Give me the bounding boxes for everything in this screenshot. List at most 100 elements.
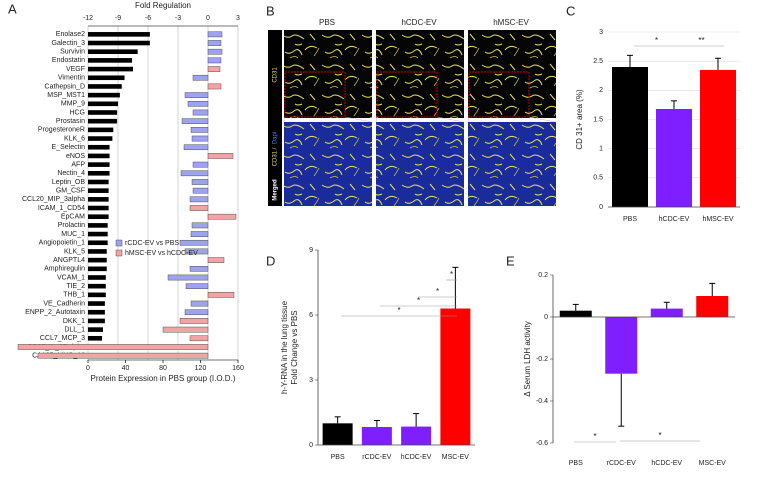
- bar: [88, 231, 108, 237]
- category-label: Amphiregulin: [44, 266, 85, 273]
- bar: [88, 170, 110, 176]
- category-label: E_Selectin: [52, 144, 86, 151]
- fold-bar: [207, 213, 237, 220]
- category-label: KLK_6: [64, 135, 85, 142]
- category-label: VE_Cadherin: [43, 300, 85, 307]
- fold-bar: [180, 170, 209, 177]
- x2-tick-label: -6: [145, 15, 151, 22]
- category-label: DLL_1: [64, 326, 85, 333]
- bar: [88, 275, 106, 280]
- side-strip: [268, 30, 282, 206]
- stain-label: CD31: [273, 67, 279, 83]
- significance: *: [397, 306, 400, 315]
- significance: **: [698, 36, 704, 45]
- image-panel: B CD31 Merged CD31 / Dapi PBS hCDC-EV hMSC…: [266, 3, 557, 206]
- category-label: Angiopoietin_1: [39, 240, 85, 247]
- column-label: PBS: [319, 18, 335, 27]
- bar: [88, 127, 114, 133]
- bar: [88, 257, 107, 263]
- bar: [88, 92, 120, 98]
- category-label: AFP: [71, 161, 85, 168]
- category-label: ICAM_1_CD54: [38, 205, 85, 212]
- category-label: Enolase2: [56, 31, 85, 38]
- bar: [88, 49, 138, 55]
- bar: [88, 240, 108, 246]
- legend-label: hMSC-EV vs hCDC-EV: [125, 250, 198, 257]
- x-tick-label: 40: [122, 365, 130, 372]
- fold-bar: [192, 187, 209, 194]
- channel-label: CD31 /: [273, 147, 279, 166]
- bar: [88, 75, 125, 81]
- y-tick-label: 6: [309, 312, 313, 319]
- fold-bar: [189, 205, 209, 211]
- category-label: PBS: [569, 460, 583, 467]
- fold-bar: [191, 179, 209, 185]
- x-axis-label: Protein Expression in PBS group (I.O.D.): [91, 374, 236, 383]
- fold-bar: [207, 292, 235, 298]
- fold-bar: [190, 231, 209, 237]
- x-tick-label: 80: [159, 365, 167, 372]
- category-label: MMP_9: [61, 101, 85, 108]
- zoom-box: [284, 71, 346, 118]
- category-label: CCL20_MIP_3alpha: [22, 196, 85, 203]
- panel-letter: A: [8, 1, 17, 16]
- x2-tick-label: 0: [206, 15, 210, 22]
- fold-bar: [207, 48, 223, 55]
- x2-tick-label: -12: [83, 15, 93, 22]
- bar: [88, 223, 108, 228]
- y-tick-label: 1: [599, 146, 603, 153]
- y-axis-label: Fold Change vs PBS: [290, 310, 299, 384]
- category-label: Nectin_4: [57, 170, 85, 177]
- bar: [88, 197, 109, 202]
- bar: [322, 423, 353, 445]
- category-label: Leptin_OB: [52, 179, 85, 186]
- zoom-line: [283, 116, 286, 123]
- micrograph-texture: [376, 30, 464, 118]
- y-tick-label: 0: [599, 204, 603, 211]
- category-label: PBS: [623, 216, 637, 223]
- category-label: EpCAM: [61, 214, 85, 221]
- category-label: Vimentin: [58, 75, 85, 82]
- fold-bar: [189, 335, 209, 342]
- category-label: KLK_5: [64, 248, 85, 255]
- fold-bar: [187, 101, 209, 107]
- significance: *: [655, 36, 658, 45]
- y-tick-label: 2.5: [593, 58, 603, 65]
- bar: [88, 66, 133, 72]
- bar: [559, 310, 592, 317]
- category-label: eNOS: [66, 153, 85, 160]
- fold-bar: [179, 239, 209, 246]
- fold-bar: [181, 118, 209, 124]
- x-tick-label: 0: [86, 365, 90, 372]
- category-label: VCAM_1: [57, 274, 85, 281]
- category-label: PBS: [331, 454, 345, 461]
- fold-bar: [207, 40, 222, 46]
- bar: [88, 136, 113, 141]
- micrograph-texture: [468, 30, 556, 118]
- bar: [605, 317, 638, 374]
- y-axis-label: CD 31+ area (%): [575, 89, 584, 150]
- channel-label: Dapi: [273, 132, 279, 144]
- category-label: Prostasin: [56, 118, 85, 125]
- bar: [88, 188, 109, 193]
- y-tick-label: 9: [309, 247, 313, 254]
- column-label: hCDC-EV: [401, 18, 437, 27]
- bar: [88, 249, 107, 254]
- category-label: DKK_1: [63, 318, 85, 325]
- bar: [440, 308, 471, 445]
- zoom-line: [436, 116, 465, 123]
- category-label: ProgesteroneR: [38, 127, 85, 134]
- fold-bar: [189, 196, 209, 203]
- column-label: hMSC-EV: [493, 18, 529, 27]
- fold-bar: [207, 31, 223, 38]
- fold-bar: [191, 222, 209, 229]
- fold-bar: [192, 109, 209, 116]
- fold-bar: [192, 74, 209, 81]
- merged-label: Merged: [273, 179, 279, 201]
- bar: [88, 32, 150, 37]
- y-tick-label: -0.4: [536, 398, 548, 405]
- category-label: rCDC-EV: [607, 460, 636, 467]
- fold-bar: [207, 83, 222, 90]
- micrograph-texture: [284, 122, 372, 206]
